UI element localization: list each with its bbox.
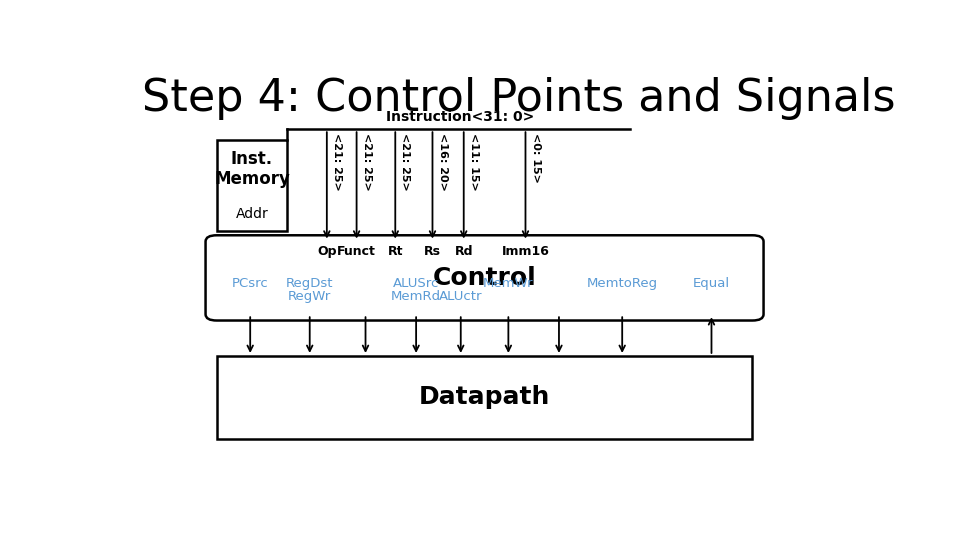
- FancyBboxPatch shape: [205, 235, 763, 321]
- Text: Inst.
Memory: Inst. Memory: [214, 150, 290, 188]
- Text: MemRd: MemRd: [391, 291, 442, 303]
- Text: ALUSrc: ALUSrc: [393, 276, 440, 289]
- FancyBboxPatch shape: [217, 140, 287, 231]
- Text: Op: Op: [317, 245, 337, 258]
- Text: RegDst: RegDst: [286, 276, 333, 289]
- Text: <16: 20>: <16: 20>: [438, 133, 447, 191]
- Text: <0: 15>: <0: 15>: [531, 133, 540, 183]
- Text: Step 4: Control Points and Signals: Step 4: Control Points and Signals: [142, 77, 896, 120]
- FancyBboxPatch shape: [217, 356, 753, 439]
- Text: MemWr: MemWr: [483, 276, 534, 289]
- Text: Funct: Funct: [337, 245, 376, 258]
- Text: Imm16: Imm16: [501, 245, 549, 258]
- Text: Control: Control: [433, 266, 537, 290]
- Text: Instruction<31: 0>: Instruction<31: 0>: [386, 110, 534, 124]
- Text: Rs: Rs: [424, 245, 441, 258]
- Text: PCsrc: PCsrc: [231, 276, 269, 289]
- Text: Datapath: Datapath: [419, 386, 550, 409]
- Text: Rd: Rd: [454, 245, 473, 258]
- Text: MemtoReg: MemtoReg: [587, 276, 658, 289]
- Text: Rt: Rt: [388, 245, 403, 258]
- Text: RegWr: RegWr: [288, 291, 331, 303]
- Text: <21: 25>: <21: 25>: [332, 133, 342, 191]
- Text: ALUctr: ALUctr: [439, 291, 483, 303]
- Text: <21: 25>: <21: 25>: [362, 133, 372, 191]
- Text: <21: 25>: <21: 25>: [400, 133, 411, 191]
- Text: <11: 15>: <11: 15>: [468, 133, 479, 191]
- Text: Equal: Equal: [693, 276, 730, 289]
- Text: Addr: Addr: [236, 207, 269, 221]
